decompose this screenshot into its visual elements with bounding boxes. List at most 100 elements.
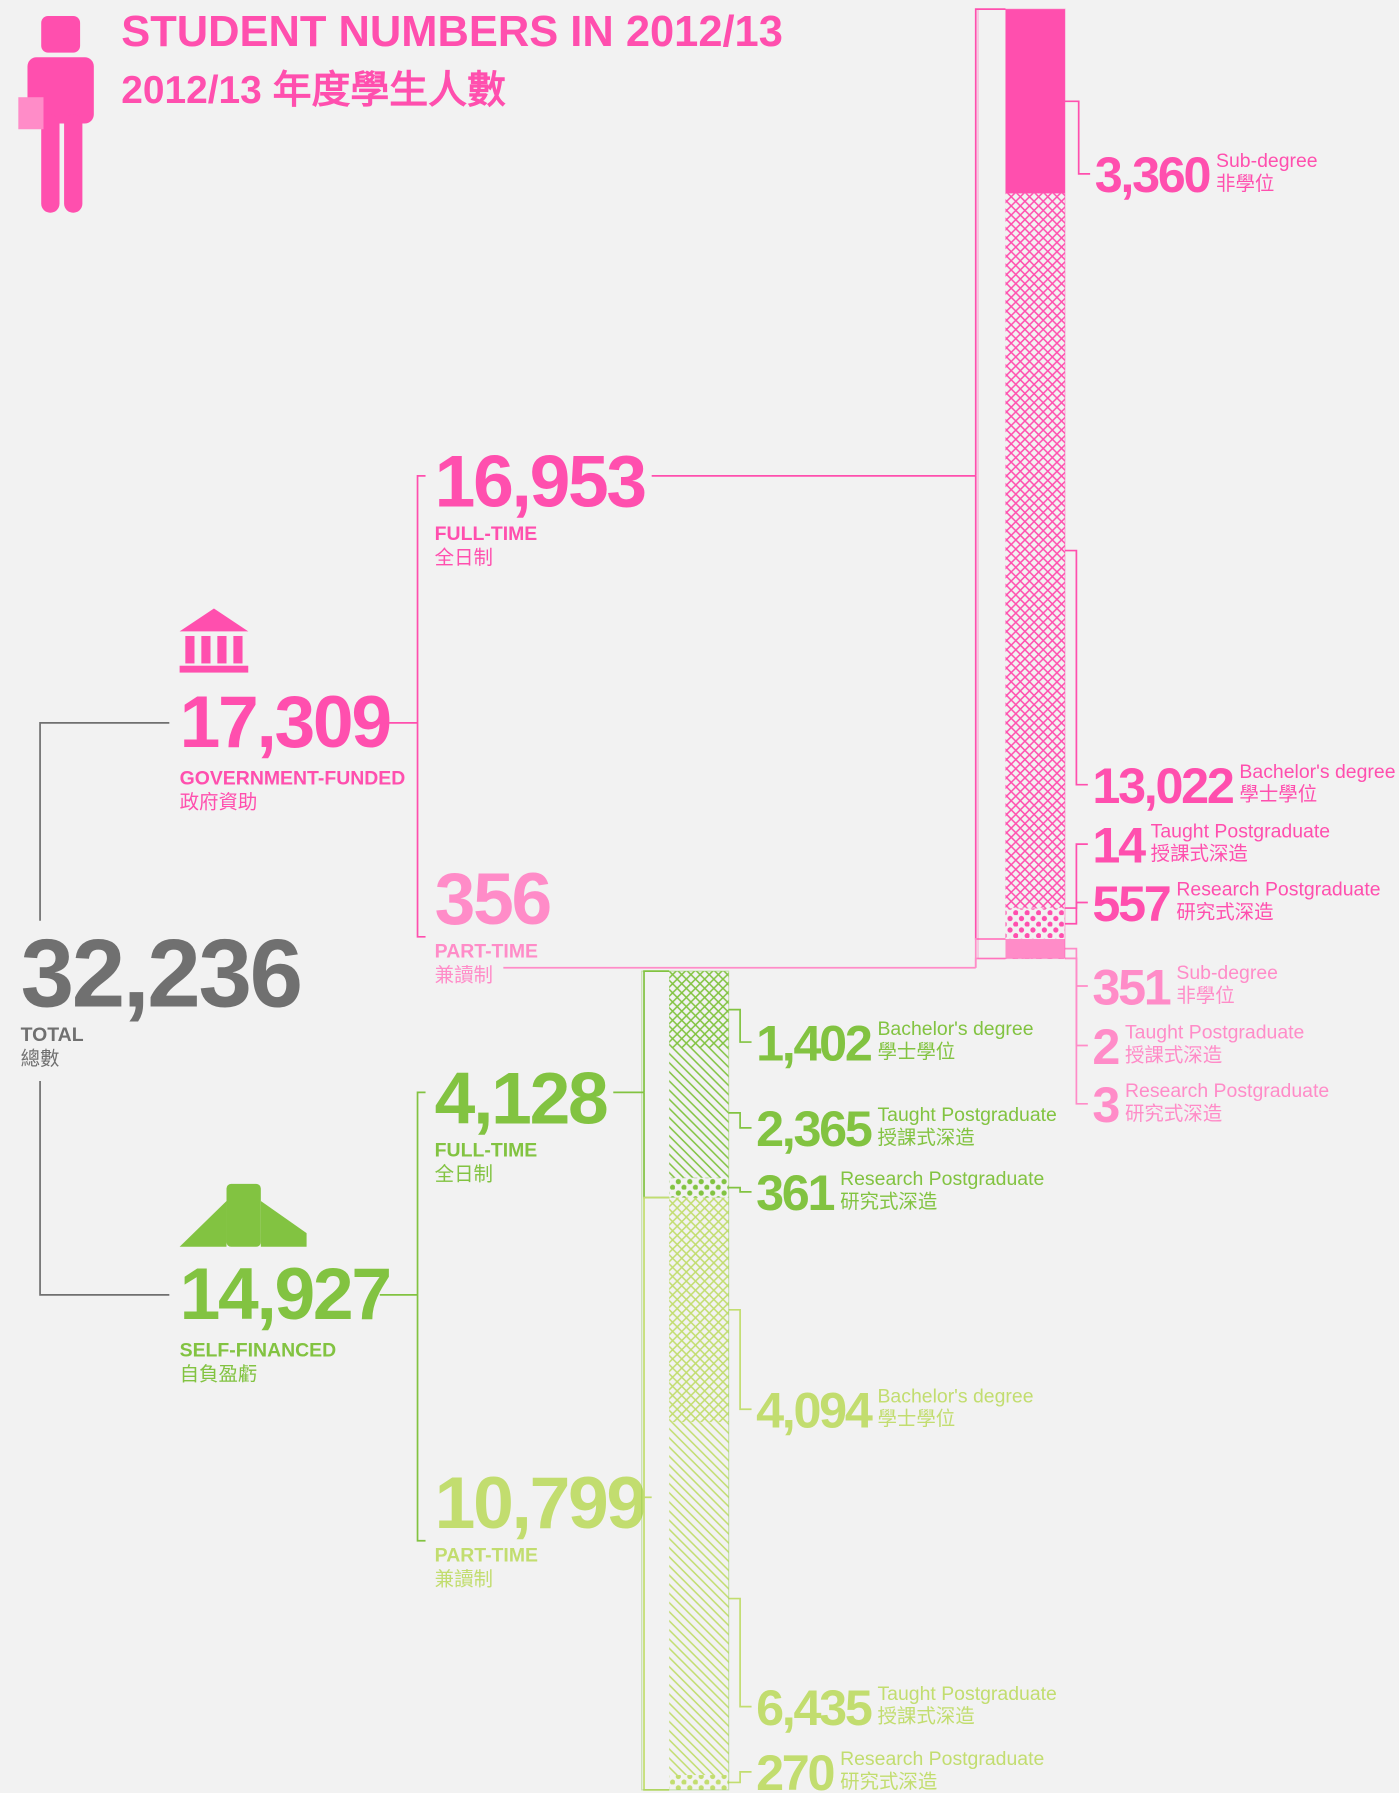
bar-segment — [1005, 939, 1064, 958]
mode-value: 16,953 — [435, 441, 646, 523]
connector — [418, 476, 426, 937]
bar-segment — [1005, 908, 1064, 909]
group-name: GOVERNMENT-FUNDED — [180, 768, 406, 790]
connector — [644, 1198, 669, 1498]
mode-value: 356 — [435, 858, 551, 940]
level-value: 6,435 — [756, 1679, 872, 1736]
level-value: 14 — [1092, 816, 1146, 873]
mode-name-zh: 兼讀制 — [435, 1568, 493, 1590]
bank-icon — [180, 609, 249, 673]
bar-segment — [669, 1048, 728, 1178]
mode-value: 10,799 — [435, 1462, 645, 1544]
infographic: STUDENT NUMBERS IN 2012/13 2012/13 年度學生人… — [0, 0, 1399, 1793]
mode-name: PART-TIME — [435, 940, 538, 962]
level-name: Taught Postgraduate — [877, 1104, 1056, 1126]
title: STUDENT NUMBERS IN 2012/13 — [121, 8, 783, 56]
group-value: 14,927 — [180, 1253, 390, 1335]
level-name: Research Postgraduate — [840, 1748, 1044, 1770]
level-name: Research Postgraduate — [1176, 879, 1380, 901]
title-zh: 2012/13 年度學生人數 — [121, 69, 506, 112]
level-name-zh: 學士學位 — [877, 1408, 955, 1430]
connector — [644, 1092, 669, 1197]
level-value: 351 — [1092, 958, 1170, 1015]
level-name-zh: 學士學位 — [1239, 784, 1317, 806]
level-value: 13,022 — [1092, 757, 1232, 814]
connector — [729, 1772, 752, 1783]
connector — [40, 723, 169, 921]
level-name-zh: 研究式深造 — [840, 1771, 937, 1793]
bar-segment — [669, 1198, 728, 1423]
level-value: 557 — [1092, 875, 1169, 932]
level-value: 1,402 — [756, 1014, 871, 1071]
connector — [976, 939, 1006, 968]
level-name: Bachelor's degree — [877, 1385, 1033, 1407]
bar-segment — [1005, 193, 1064, 907]
total-value: 32,236 — [21, 921, 301, 1028]
connector — [644, 1497, 669, 1790]
connector — [729, 1310, 752, 1409]
connector — [976, 476, 1006, 939]
total-name-zh: 總數 — [21, 1048, 60, 1070]
connector — [644, 971, 669, 1092]
mode-name: PART-TIME — [435, 1544, 538, 1566]
group-name-zh: 政府資助 — [180, 792, 258, 814]
person-icon — [18, 16, 93, 213]
mode-name: FULL-TIME — [435, 523, 538, 545]
level-name: Bachelor's degree — [877, 1018, 1033, 1040]
page: {"title": "STUDENT NUMBERS IN 2012/13", … — [0, 0, 1399, 1793]
bar-segment — [669, 1775, 728, 1790]
level-name-zh: 非學位 — [1176, 985, 1234, 1007]
connector — [976, 9, 1006, 476]
level-name: Sub-degree — [1216, 150, 1318, 172]
connector — [729, 1113, 752, 1128]
level-value: 2,365 — [756, 1100, 872, 1157]
level-name-zh: 授課式深造 — [1151, 843, 1248, 865]
mode-name: FULL-TIME — [435, 1139, 538, 1161]
level-value: 3 — [1092, 1076, 1119, 1133]
level-value: 3,360 — [1095, 146, 1210, 203]
connector — [1065, 551, 1088, 785]
bar-segment — [669, 971, 728, 1048]
level-name: Taught Postgraduate — [1151, 820, 1330, 842]
level-name-zh: 授課式深造 — [1125, 1045, 1222, 1067]
level-name: Research Postgraduate — [1125, 1080, 1329, 1102]
connector — [1065, 903, 1088, 924]
connector — [1065, 101, 1090, 174]
level-value: 270 — [756, 1744, 833, 1793]
level-name-zh: 研究式深造 — [840, 1191, 937, 1213]
level-name-zh: 非學位 — [1216, 173, 1274, 195]
level-name-zh: 授課式深造 — [877, 1127, 974, 1149]
connector — [1065, 958, 1088, 1103]
connector — [729, 1599, 752, 1707]
building-icon — [180, 1184, 307, 1247]
group-value: 17,309 — [180, 681, 390, 763]
group-name: SELF-FINANCED — [180, 1340, 337, 1362]
level-name-zh: 學士學位 — [877, 1041, 955, 1063]
level-name: Taught Postgraduate — [877, 1683, 1056, 1705]
level-name-zh: 研究式深造 — [1125, 1103, 1222, 1125]
level-name-zh: 研究式深造 — [1176, 902, 1273, 924]
level-value: 361 — [756, 1164, 834, 1221]
level-name: Taught Postgraduate — [1125, 1022, 1304, 1044]
bar-segment — [669, 1178, 728, 1198]
connector — [729, 1010, 752, 1042]
connector — [40, 1081, 169, 1295]
level-name-zh: 授課式深造 — [877, 1706, 974, 1728]
level-value: 4,094 — [756, 1382, 873, 1439]
level-name: Research Postgraduate — [840, 1168, 1044, 1190]
bar-segment — [669, 1422, 728, 1775]
connector — [1065, 844, 1088, 908]
mode-name-zh: 全日制 — [435, 1163, 493, 1185]
bar-segment — [1005, 908, 1064, 939]
mode-value: 4,128 — [435, 1057, 607, 1139]
total-name: TOTAL — [21, 1024, 84, 1046]
mode-name-zh: 兼讀制 — [435, 964, 493, 986]
connector — [729, 1188, 752, 1192]
connector — [418, 1092, 426, 1540]
connector — [976, 959, 1006, 968]
group-name-zh: 自負盈虧 — [180, 1364, 258, 1386]
level-name: Bachelor's degree — [1239, 761, 1395, 783]
bar-segment — [1005, 9, 1064, 193]
mode-name-zh: 全日制 — [435, 547, 493, 569]
level-name: Sub-degree — [1176, 962, 1278, 984]
